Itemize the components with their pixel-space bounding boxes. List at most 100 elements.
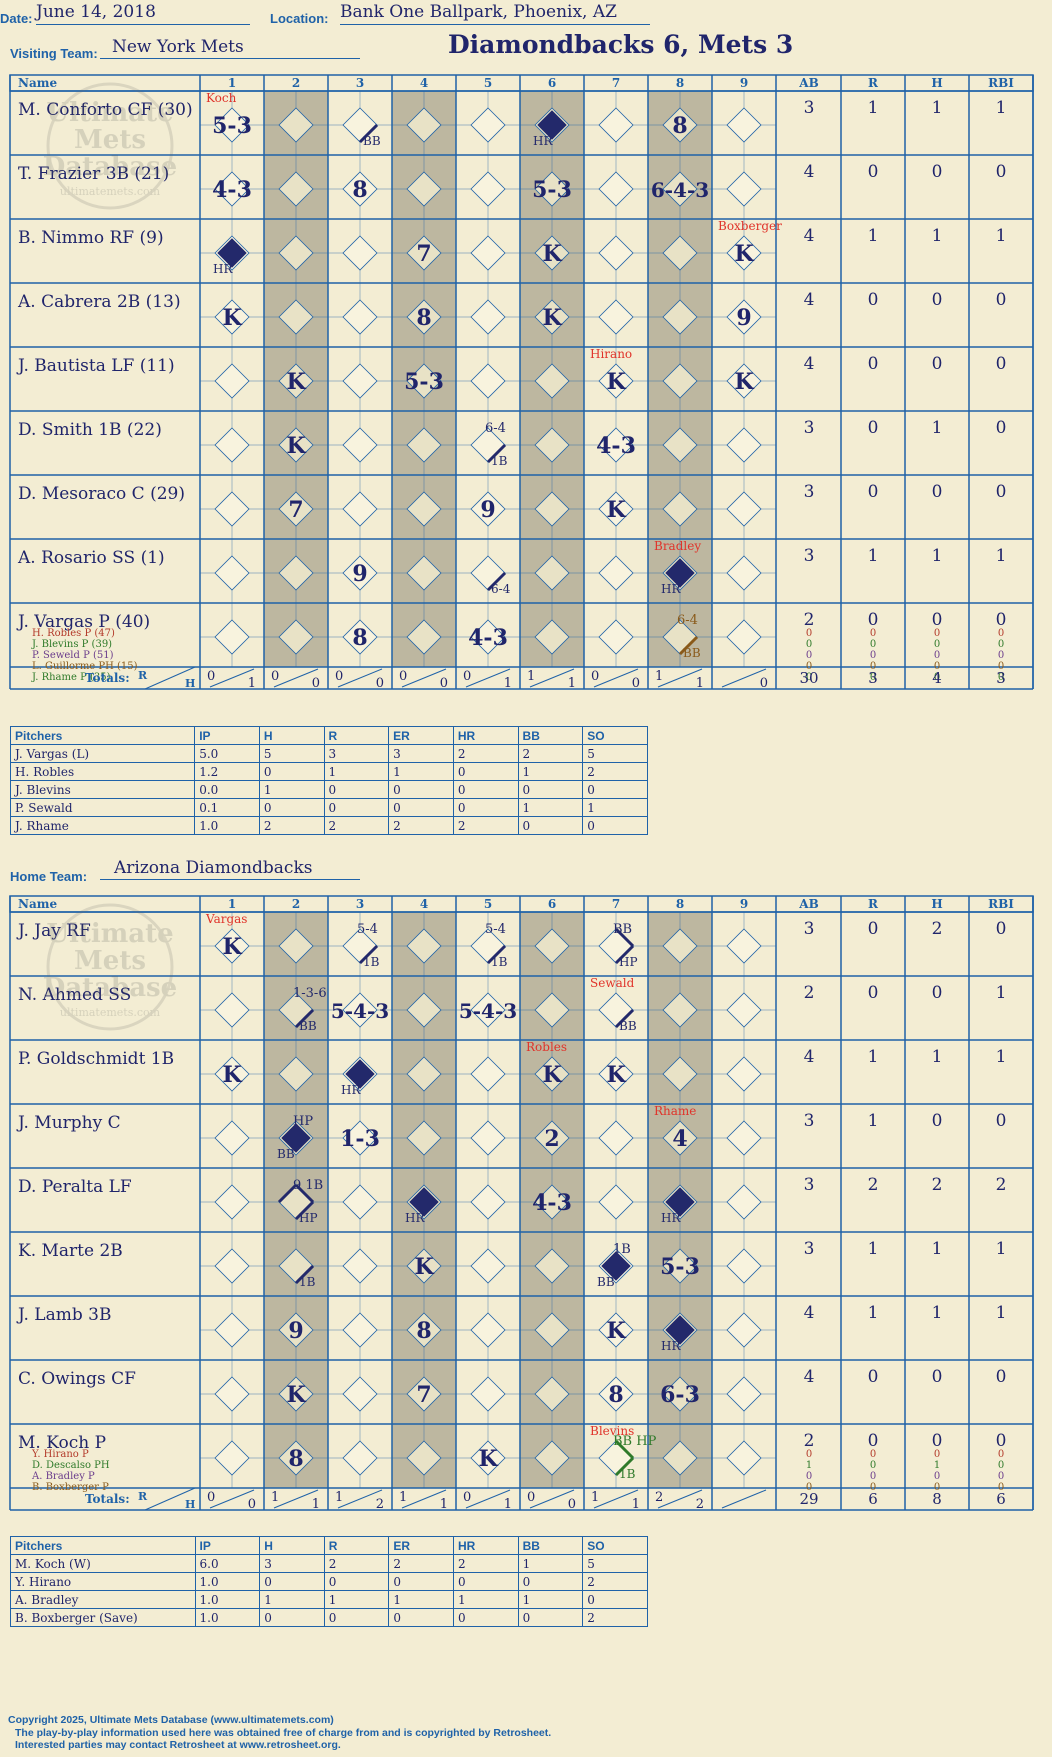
base-diamond	[470, 299, 506, 335]
location-label: Location:	[270, 11, 329, 26]
base-diamond	[214, 299, 250, 335]
visiting-pitchers-table: Pitchers IP H R ER HR BB SO J. Vargas (L) 5.0 5 3 3 2…	[9, 726, 648, 835]
pitcher-cell: 1.0	[194, 1590, 261, 1609]
base-path	[678, 635, 699, 656]
base-diamond	[534, 1120, 570, 1156]
base-diamond	[342, 1248, 378, 1284]
run-scored-diamond	[409, 1187, 439, 1217]
play-annotation: HR	[661, 1339, 681, 1353]
batter-stat: 0	[996, 1367, 1007, 1387]
stat-header: H	[931, 897, 942, 911]
inning-header: 8	[676, 76, 684, 90]
substitute-name: H. Robles P (47)	[32, 628, 115, 639]
base-diamond	[662, 299, 698, 335]
base-diamond	[598, 427, 634, 463]
substitute-stat: 0	[934, 661, 940, 672]
base-diamond	[278, 235, 314, 271]
pitcher-cell: 3	[259, 1554, 325, 1573]
base-path	[358, 944, 379, 965]
inning-runs: 0	[527, 1490, 535, 1505]
batter-stat: 0	[996, 418, 1007, 438]
base-diamond	[214, 363, 250, 399]
base-diamond	[278, 427, 314, 463]
totals-slash	[465, 668, 511, 688]
play-result: K	[542, 241, 562, 267]
inning-hits: 1	[440, 1497, 448, 1512]
batter-stat: 1	[996, 226, 1007, 246]
play-result: 7	[416, 241, 431, 267]
inning-header: 7	[612, 76, 620, 90]
base-diamond	[726, 1184, 762, 1220]
base-path	[294, 1264, 315, 1285]
totals-slash	[465, 1489, 511, 1509]
play-result: 4-3	[468, 625, 508, 651]
substitute-name: J. Rhame P (35)	[31, 672, 111, 683]
substitute-name: D. Descalso PH	[32, 1460, 110, 1471]
base-diamond	[726, 992, 762, 1028]
totals-slash	[337, 1489, 383, 1509]
total-stat: 3	[868, 669, 878, 687]
play-result: K	[286, 1382, 306, 1408]
inning-header: 5	[484, 897, 492, 911]
base-path	[614, 1008, 635, 1029]
base-path	[486, 443, 507, 464]
substitute-stat: 0	[998, 661, 1004, 672]
base-diamond	[534, 299, 570, 335]
totals-slash	[144, 1487, 196, 1511]
pitcher-cell: J. Rhame	[9, 816, 196, 835]
base-diamond	[534, 171, 570, 207]
play-annotation: 1B	[613, 1242, 631, 1257]
batter-stat: 3	[804, 919, 815, 939]
play-annotation: BB	[277, 1147, 295, 1161]
base-diamond	[214, 555, 250, 591]
play-annotation: 6-4	[491, 582, 511, 596]
inning-runs: 1	[399, 1490, 407, 1505]
base-diamond	[342, 1376, 378, 1412]
base-diamond	[726, 235, 762, 271]
play-result: 5-3	[212, 113, 252, 139]
pitcher-cell: 1.0	[194, 1572, 261, 1591]
batter-name: J. Vargas P (40)	[16, 612, 150, 632]
base-diamond	[598, 107, 634, 143]
base-diamond	[726, 1440, 762, 1476]
batter-stat: 0	[932, 482, 943, 502]
play-annotation: HR	[405, 1211, 425, 1225]
pitcher-cell: 1	[388, 1590, 454, 1609]
inning-hits: 0	[440, 676, 448, 691]
base-path	[294, 1200, 315, 1221]
stat-header: RBI	[988, 897, 1014, 911]
batter-stat: 3	[804, 482, 815, 502]
batter-name: P. Goldschmidt 1B	[18, 1049, 174, 1069]
inning-hits: 0	[632, 676, 640, 691]
watermark-text: Mets	[74, 946, 146, 976]
base-diamond	[278, 171, 314, 207]
batter-stat: 4	[804, 290, 815, 310]
play-annotation: 6-4	[485, 421, 506, 436]
pitcher-cell: 0	[452, 1608, 519, 1627]
base-diamond	[406, 107, 442, 143]
inning-header: 5	[484, 76, 492, 90]
base-diamond	[406, 1248, 442, 1284]
play-result: K	[286, 369, 306, 395]
run-scored-diamond	[281, 1123, 311, 1153]
substitute-stat: 0	[934, 1471, 940, 1482]
base-diamond	[342, 1312, 378, 1348]
batter-stat: 2	[868, 1175, 879, 1195]
base-diamond	[726, 928, 762, 964]
inning-header: 3	[356, 76, 364, 90]
play-result: K	[606, 1062, 626, 1088]
batter-name: K. Marte 2B	[18, 1241, 123, 1261]
substitute-stat: 0	[998, 650, 1004, 661]
pitcher-cell: 0	[452, 1572, 519, 1591]
base-diamond	[342, 1440, 378, 1476]
watermark-text: Mets	[74, 125, 146, 155]
home-team-name: Arizona Diamondbacks	[100, 858, 360, 880]
pitcher-cell: 0	[582, 1590, 648, 1609]
base-diamond	[278, 299, 314, 335]
batter-stat: 1	[932, 418, 943, 438]
base-diamond	[662, 491, 698, 527]
base-diamond	[726, 171, 762, 207]
play-annotation: 1B	[299, 1275, 316, 1289]
inning-runs: 1	[591, 1490, 599, 1505]
pitcher-cell: 0	[259, 1572, 325, 1591]
